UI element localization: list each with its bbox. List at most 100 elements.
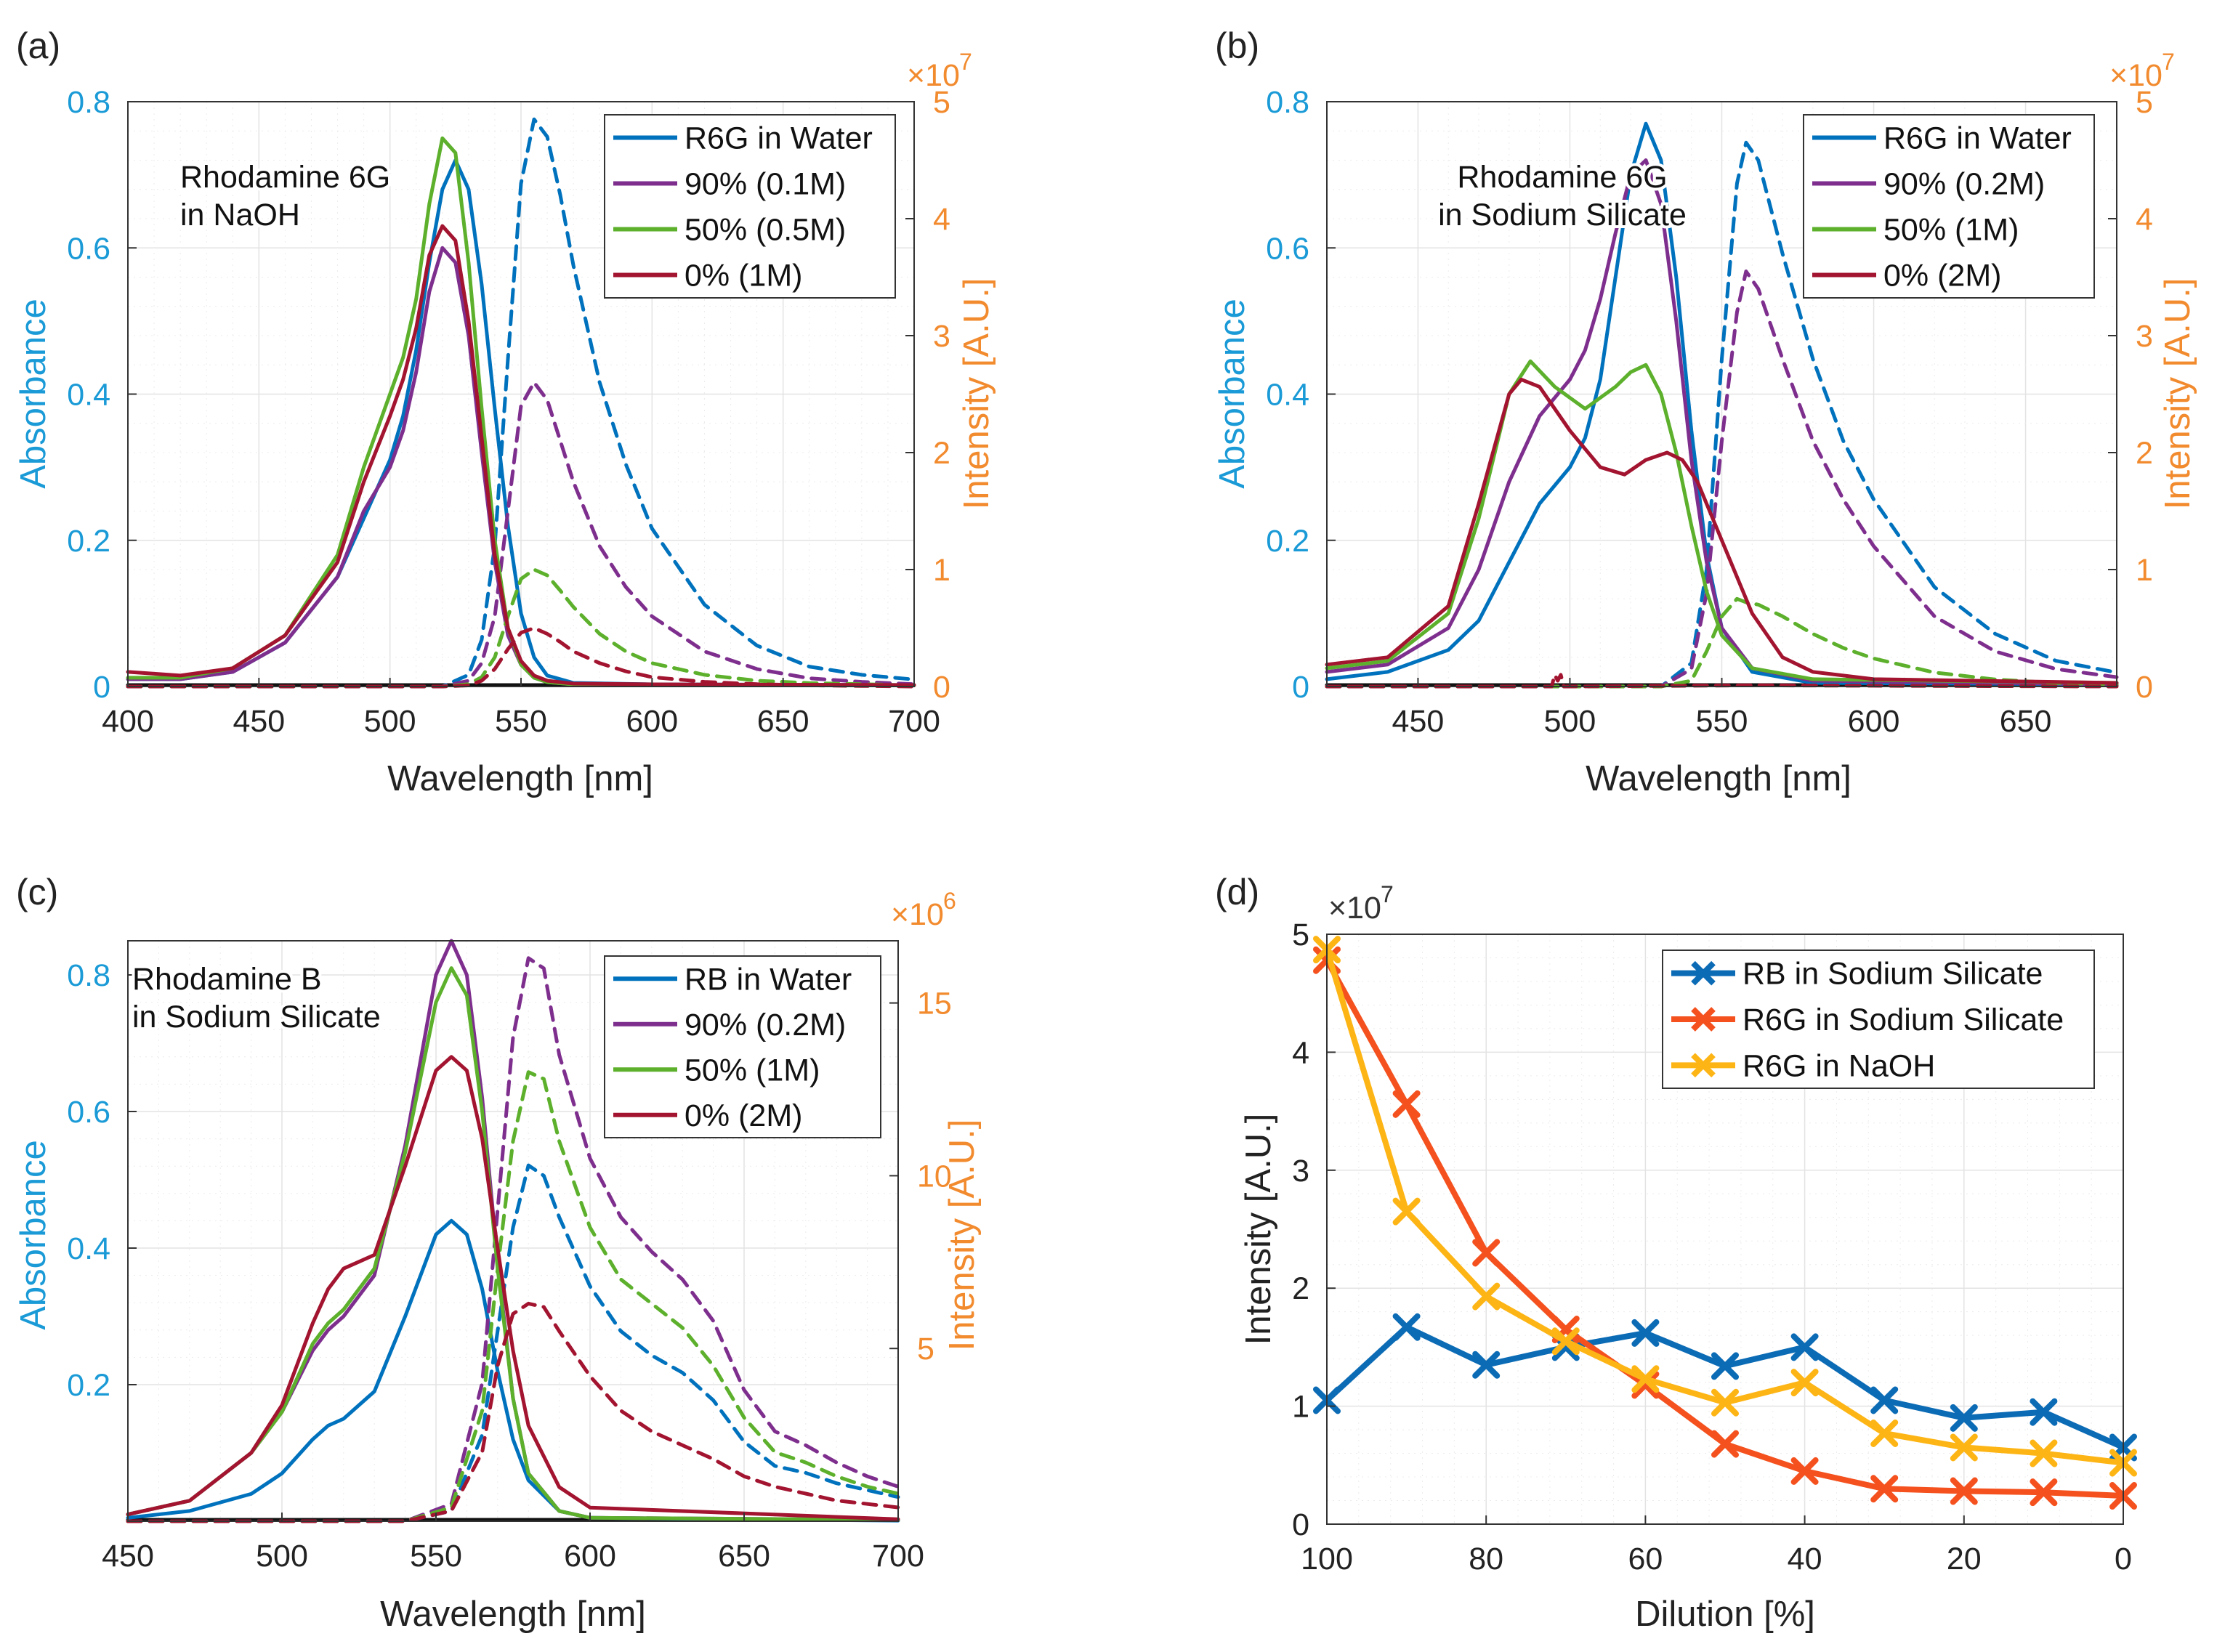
legend-label: RB in Water — [685, 962, 852, 997]
data-marker — [1711, 1430, 1739, 1458]
data-marker — [1472, 1282, 1501, 1311]
legend-label: 90% (0.2M) — [1883, 167, 2045, 202]
x-tick-label: 400 — [102, 704, 154, 739]
y-axis-label-right: Intensity [A.U.] — [2158, 278, 2197, 510]
legend-marker — [1691, 960, 1716, 986]
data-marker — [1870, 1419, 1899, 1447]
annotation-text: in Sodium Silicate — [1438, 198, 1687, 232]
legend-label: R6G in Water — [685, 121, 873, 156]
absorbance-line-1 — [1325, 158, 2119, 687]
x-axis-label: Wavelength [nm] — [1586, 759, 1851, 798]
y-tick-label: 0 — [1292, 1507, 1309, 1542]
y-tick-label: 4 — [1292, 1035, 1309, 1070]
x-tick-label: 550 — [1696, 704, 1748, 739]
legend-label: 0% (1M) — [685, 259, 802, 293]
legend-label: 50% (0.5M) — [685, 213, 846, 248]
legend-label: 90% (0.2M) — [685, 1008, 846, 1042]
y-tick-label: 1 — [1292, 1390, 1309, 1425]
y-axis-label-right: Intensity [A.U.] — [942, 1119, 982, 1351]
legend-box — [1803, 114, 2095, 299]
panel-label: (c) — [16, 872, 58, 912]
x-tick-label: 700 — [872, 1539, 924, 1574]
y-tick-label: 0 — [93, 670, 110, 705]
y-tick-label-right: 0 — [2136, 670, 2153, 705]
x-tick-label: 80 — [1469, 1542, 1503, 1576]
data-marker — [1392, 1197, 1421, 1226]
legend-marker — [1691, 1053, 1716, 1078]
legend-label: 50% (1M) — [685, 1053, 820, 1088]
legend: R6G in Water 90% (0.1M) 50% (0.5M) 0% (1M) — [604, 114, 896, 299]
data-marker — [1631, 1319, 1660, 1347]
x-tick-label: 600 — [564, 1539, 616, 1574]
data-marker — [1472, 1351, 1501, 1379]
data-marker — [1392, 1090, 1421, 1118]
y-tick-label-right: 5 — [2136, 85, 2153, 120]
x-tick-label: 600 — [626, 704, 678, 739]
y-tick-label: 5 — [1292, 918, 1309, 952]
y-tick-label-right: 3 — [933, 319, 950, 354]
legend: R6G in Water 90% (0.2M) 50% (1M) 0% (2M) — [1803, 114, 2095, 299]
y-tick-label: 2 — [1292, 1271, 1309, 1306]
emission-line-2 — [1325, 596, 2119, 689]
x-axis-label: Dilution [%] — [1635, 1595, 1815, 1634]
x-tick-label: 60 — [1628, 1542, 1663, 1576]
data-marker — [2030, 1478, 2058, 1507]
y-tick-label-right: 0 — [933, 670, 950, 705]
absorbance-line-3 — [1325, 377, 2119, 685]
y-tick-label: 0.6 — [67, 231, 110, 266]
exponent-multiplier: ×10 — [1328, 891, 1381, 926]
x-axis-label: Wavelength [nm] — [387, 759, 653, 798]
y-tick-label: 0.4 — [67, 1231, 110, 1266]
annotation-text: Rhodamine B — [132, 962, 322, 997]
series-group — [126, 939, 900, 1523]
absorbance-line-0 — [126, 1218, 900, 1523]
y-tick-label: 0.4 — [67, 378, 110, 413]
y-tick-label: 0.6 — [67, 1095, 110, 1130]
emission-line-1 — [1325, 270, 2119, 689]
y-tick-label-right: 3 — [2136, 319, 2153, 354]
x-tick-label: 600 — [1848, 704, 1900, 739]
x-tick-label: 550 — [495, 704, 547, 739]
y-tick-label-right: 1 — [2136, 553, 2153, 588]
y-tick-label-right: 5 — [933, 85, 950, 120]
y-tick-label: 0.6 — [1266, 231, 1309, 266]
emission-line-3 — [126, 1301, 900, 1523]
panel-label: (b) — [1215, 25, 1259, 66]
x-tick-label: 550 — [410, 1539, 462, 1574]
x-tick-label: 450 — [233, 704, 285, 739]
panel-label: (a) — [16, 25, 60, 66]
data-marker — [2030, 1439, 2058, 1467]
exponent-power: 7 — [1381, 881, 1394, 907]
series-group — [1325, 121, 2119, 689]
exponent-power: 6 — [943, 888, 956, 914]
data-marker — [1950, 1404, 1978, 1432]
x-tick-label: 20 — [1947, 1542, 1982, 1576]
x-tick-label: 40 — [1788, 1542, 1822, 1576]
legend-label: 50% (1M) — [1883, 213, 2019, 248]
annotation-text: in Sodium Silicate — [132, 1000, 381, 1034]
y-tick-label: 0.4 — [1266, 378, 1309, 413]
y-tick-label-right: 5 — [917, 1332, 934, 1366]
annotation-text: Rhodamine 6G — [1457, 160, 1667, 195]
y-tick-label: 3 — [1292, 1154, 1309, 1189]
legend: RB in Sodium Silicate R6G in Sodium Silic… — [1662, 950, 2095, 1089]
panel-d: (d) 100 80 60 40 20 0 Dilution [%] 0 1 2 3 4 5 Intensi… — [1215, 872, 2137, 1634]
y-tick-label: 0.8 — [67, 958, 110, 993]
emission-line-2 — [126, 567, 916, 689]
axes-box — [127, 940, 899, 1522]
legend-label: R6G in Sodium Silicate — [1742, 1003, 2064, 1037]
emission-line-0 — [126, 1163, 900, 1523]
y-tick-label: 0.8 — [67, 85, 110, 120]
x-tick-label: 450 — [102, 1539, 154, 1574]
absorbance-line-3 — [126, 224, 916, 687]
legend-label: R6G in NaOH — [1742, 1048, 1935, 1083]
emission-line-1 — [126, 380, 916, 689]
panel-c: (c) 450 500 550 600 650 700 Wavelength [nm] 0.2 0… — [14, 872, 982, 1634]
emission-line-1 — [126, 956, 900, 1523]
data-marker — [1950, 1433, 1978, 1462]
intensity-line-0 — [1324, 1324, 2126, 1451]
legend-label: 0% (2M) — [1883, 259, 2001, 293]
annotation-text: Rhodamine 6G — [180, 160, 390, 195]
